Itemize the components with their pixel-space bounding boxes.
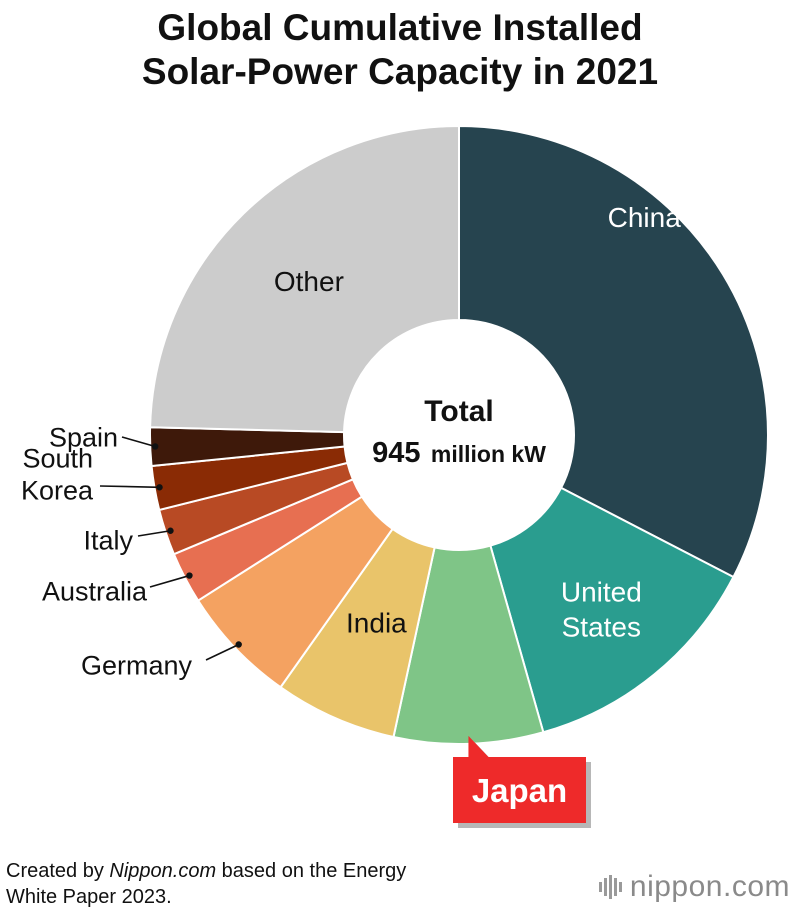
source-name: Nippon.com <box>109 860 217 882</box>
slice-china <box>458 124 769 579</box>
labels-layer: China United States Japan India Germany Austra… <box>21 202 681 828</box>
chart-title-line-2: Solar-Power Capacity in 2021 <box>141 51 659 92</box>
brand-suffix: .com <box>722 870 790 903</box>
slices-layer <box>149 124 769 745</box>
leader-line-germany <box>205 643 240 661</box>
source-note-line-1: Created by Nippon.com based on the Energ… <box>6 858 406 884</box>
center-unit: million kW <box>431 441 546 467</box>
slice-label-united-states-line-2: States <box>562 612 641 643</box>
center-value: 945 <box>372 437 420 469</box>
logo-mark-icon <box>598 875 624 899</box>
highlight-callout: Japan <box>453 735 591 828</box>
slice-united-states <box>489 486 735 734</box>
brand-name: nippon <box>629 870 723 903</box>
slice-label-italy: Italy <box>83 525 133 555</box>
slice-label-south-korea-line-1: South <box>22 443 93 473</box>
slice-label-japan: Japan <box>472 772 567 809</box>
leader-line-australia <box>149 574 190 588</box>
leader-line-spain <box>121 436 156 448</box>
source-suffix: based on the Energy <box>216 860 407 882</box>
leader-line-italy <box>137 529 171 537</box>
brand-logo: nippon .com <box>598 870 790 904</box>
slice-other <box>149 124 460 434</box>
source-note: Created by Nippon.com based on the Energ… <box>6 858 406 910</box>
slice-label-china: China <box>608 202 682 233</box>
slice-label-australia: Australia <box>42 576 148 606</box>
slice-label-south-korea-line-2: Korea <box>21 475 94 505</box>
chart-title-line-1: Global Cumulative Installed <box>157 7 643 48</box>
slice-label-india: India <box>346 607 407 638</box>
slice-label-spain: Spain <box>49 422 118 452</box>
center-label: Total 945 million kW <box>372 395 546 469</box>
source-prefix: Created by <box>6 860 110 882</box>
center-total-label: Total <box>424 395 493 428</box>
center-value-label: 945 million kW <box>372 437 546 469</box>
highlight-callout-box <box>453 735 586 823</box>
source-note-line-2: White Paper 2023. <box>6 886 172 908</box>
slice-label-germany: Germany <box>81 650 193 680</box>
slice-label-united-states-line-1: United <box>561 577 642 608</box>
donut-hole <box>345 321 573 549</box>
chart-title: Global Cumulative Installed Solar-Power … <box>0 6 800 94</box>
leader-line-south-korea <box>99 485 160 489</box>
slice-label-other: Other <box>274 266 344 297</box>
